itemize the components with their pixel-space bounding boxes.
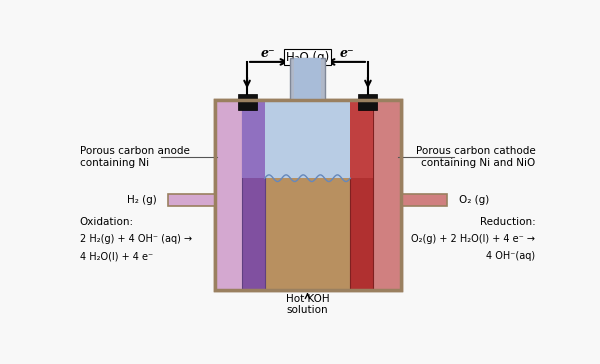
Bar [168,194,215,206]
Bar [293,58,322,100]
Text: H₂ (g): H₂ (g) [127,195,157,205]
Bar [215,100,268,290]
Text: O₂(g) + 2 H₂O(l) + 4 e⁻ →: O₂(g) + 2 H₂O(l) + 4 e⁻ → [412,234,535,244]
Bar [358,94,377,110]
Text: 2 H₂(g) + 4 OH⁻ (aq) →: 2 H₂(g) + 4 OH⁻ (aq) → [80,234,192,244]
Bar [350,100,373,178]
Text: e⁻: e⁻ [260,47,275,60]
Bar [347,100,401,290]
Bar [238,94,257,110]
Text: O₂ (g): O₂ (g) [458,195,489,205]
Bar [242,100,265,290]
Text: e⁻: e⁻ [340,47,355,60]
Bar [265,100,350,178]
Bar [242,100,265,178]
Text: Reduction:: Reduction: [479,217,535,228]
Text: Hot KOH
solution: Hot KOH solution [286,293,329,315]
Text: Porous carbon cathode
containing Ni and NiO: Porous carbon cathode containing Ni and … [416,146,535,168]
Bar [215,100,401,290]
Bar [265,100,350,290]
Bar [401,194,447,206]
Text: 4 H₂O(l) + 4 e⁻: 4 H₂O(l) + 4 e⁻ [80,251,153,261]
Text: Porous carbon anode
containing Ni: Porous carbon anode containing Ni [80,146,190,168]
Text: 4 OH⁻(aq): 4 OH⁻(aq) [486,251,535,261]
Bar [350,100,373,290]
Bar [290,58,325,100]
Text: Oxidation:: Oxidation: [80,217,134,228]
Bar [215,100,401,290]
Text: H₂O (g): H₂O (g) [286,51,329,64]
